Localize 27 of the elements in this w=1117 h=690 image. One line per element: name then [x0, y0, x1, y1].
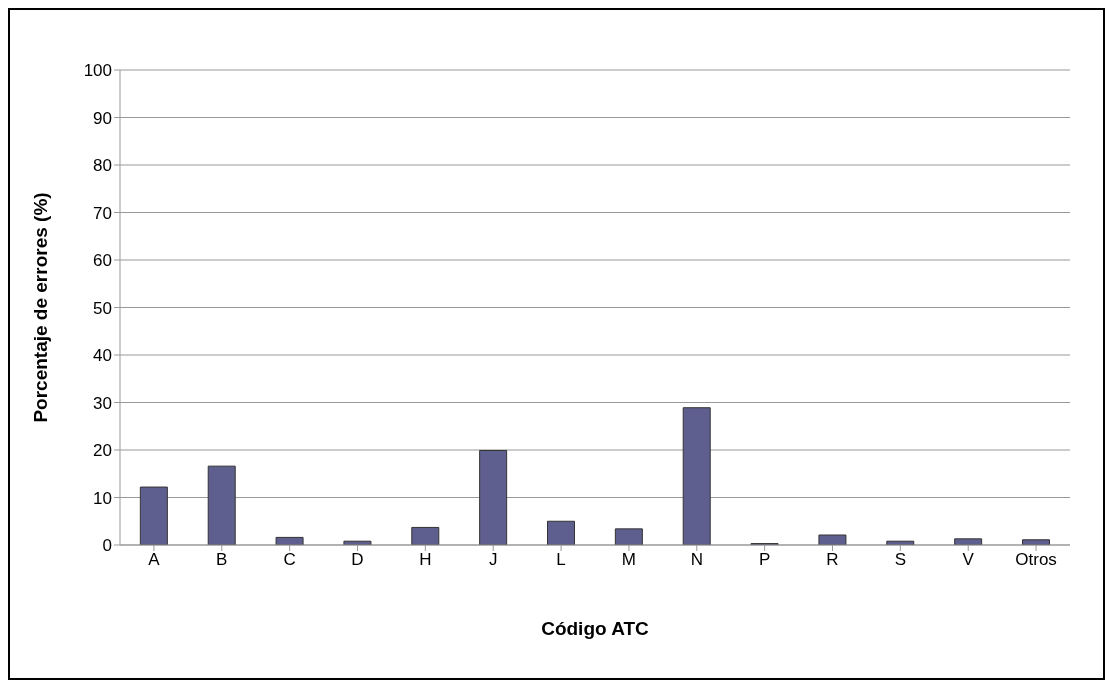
x-tick-label: P — [758, 550, 771, 570]
y-tick-label: 90 — [93, 108, 112, 128]
y-tick-label: 100 — [83, 61, 112, 81]
y-tick-label: 0 — [102, 536, 112, 556]
y-tick-label: 20 — [93, 441, 112, 461]
x-tick-label: V — [962, 550, 975, 570]
x-tick-label: N — [690, 550, 703, 570]
x-tick-label: L — [556, 550, 566, 570]
x-tick-label: R — [826, 550, 839, 570]
x-tick-label: A — [148, 550, 161, 570]
y-tick-label: 40 — [93, 346, 112, 366]
y-tick-label: 80 — [93, 156, 112, 176]
y-tick-label: 70 — [93, 203, 112, 223]
x-tick-label: B — [216, 550, 228, 570]
x-axis-title: Código ATC — [541, 618, 650, 639]
x-tick-label: D — [351, 550, 364, 570]
x-tick-label: Otros — [1015, 550, 1057, 570]
y-tick-label: 60 — [93, 251, 112, 271]
x-tick-label: S — [894, 550, 907, 570]
x-tick-label: J — [488, 550, 498, 570]
y-tick-label: 10 — [93, 488, 112, 508]
y-axis-title: Porcentaje de errores (%) — [29, 192, 51, 423]
x-tick-label: C — [283, 550, 296, 570]
x-tick-label: H — [419, 550, 432, 570]
x-tick-label: M — [621, 550, 637, 570]
y-tick-label: 30 — [93, 393, 112, 413]
y-tick-label: 50 — [93, 298, 112, 318]
